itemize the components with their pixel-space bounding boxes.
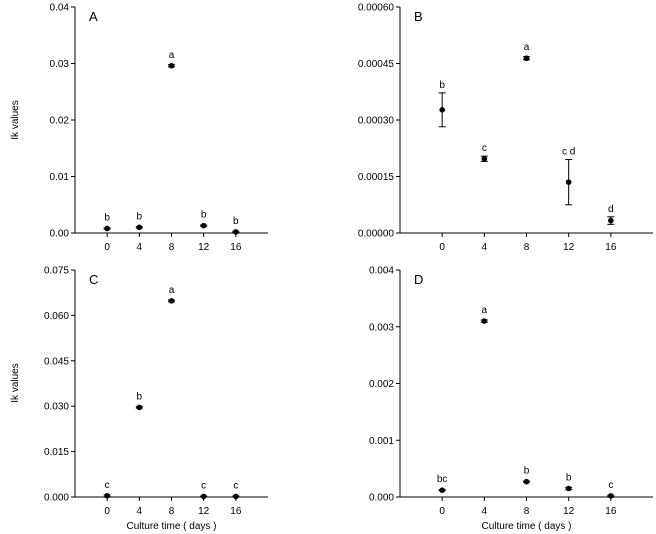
x-tick-label: 12 [563, 506, 575, 517]
y-tick-label: 0.030 [44, 402, 69, 413]
x-tick-label: 0 [104, 506, 110, 517]
significance-letter: c d [562, 147, 575, 158]
data-point [168, 298, 175, 304]
significance-letter: c [482, 143, 487, 154]
data-point [233, 493, 239, 500]
y-tick-label: 0.00060 [358, 3, 395, 14]
significance-letter: d [608, 204, 614, 215]
x-tick-label: 4 [137, 506, 143, 517]
data-point [200, 493, 207, 500]
y-tick-label: 0.003 [369, 322, 394, 333]
significance-letter: c [608, 480, 613, 491]
data-point [136, 224, 143, 231]
significance-letter: bc [437, 474, 448, 485]
significance-letter: c [105, 480, 110, 491]
y-tick-label: 0.00030 [358, 116, 395, 127]
significance-letter: b [233, 216, 239, 227]
x-tick-label: 0 [439, 506, 445, 517]
x-tick-label: 4 [137, 242, 143, 253]
significance-letter: a [169, 285, 175, 296]
significance-letter: b [137, 211, 143, 222]
significance-letter: b [439, 80, 445, 91]
significance-letter: c [233, 480, 238, 491]
data-point [136, 404, 143, 411]
y-tick-label: 0.00045 [358, 59, 395, 70]
x-tick-label: 4 [482, 506, 488, 517]
y-tick-label: 0.045 [44, 356, 69, 367]
data-point [481, 318, 488, 324]
data-point [608, 217, 614, 224]
y-tick-label: 0.000 [369, 493, 394, 504]
data-point [200, 222, 207, 229]
significance-letter: a [524, 42, 530, 53]
panel-letter: B [414, 9, 423, 24]
y-tick-label: 0.00 [50, 229, 70, 240]
x-tick-label: 16 [605, 242, 617, 253]
significance-letter: b [201, 210, 207, 221]
x-axis-title: Culture time ( days ) [126, 521, 216, 532]
y-tick-label: 0.002 [369, 379, 394, 390]
significance-letter: b [524, 466, 530, 477]
data-point [439, 107, 445, 113]
x-tick-label: 12 [198, 242, 210, 253]
y-axis-title: Ik values [10, 363, 21, 402]
data-point [439, 487, 445, 493]
significance-letter: a [169, 50, 175, 61]
x-tick-label: 8 [524, 242, 530, 253]
panel-letter: A [89, 9, 98, 24]
panel-d: D 0.000 0.001 0.002 0.003 0.004 0 4 8 12 16 Culture… [369, 266, 653, 532]
data-point [565, 485, 572, 492]
data-point [168, 62, 175, 69]
x-tick-label: 16 [605, 506, 617, 517]
y-axis-title: Ik values [10, 100, 21, 139]
y-tick-label: 0.001 [369, 436, 394, 447]
significance-letter: a [482, 305, 488, 316]
x-tick-label: 16 [230, 506, 242, 517]
data-point [523, 55, 530, 62]
panel-c: C 0.000 0.015 0.030 0.045 0.060 0.075 0 4 8 12 16 Ik… [10, 266, 268, 532]
data-point [523, 478, 530, 485]
y-tick-label: 0.00015 [358, 172, 395, 183]
x-tick-label: 8 [169, 506, 175, 517]
significance-letter: b [137, 391, 143, 402]
y-tick-label: 0.04 [50, 3, 70, 14]
significance-letter: c [201, 480, 206, 491]
data-point [104, 225, 110, 232]
data-point [233, 229, 239, 235]
significance-letter: b [104, 212, 110, 223]
panel-letter: D [414, 272, 423, 287]
y-tick-label: 0.060 [44, 311, 69, 322]
x-tick-label: 8 [169, 242, 175, 253]
x-tick-label: 16 [230, 242, 242, 253]
data-point [608, 493, 614, 499]
x-axis-title: Culture time ( days ) [481, 521, 571, 532]
y-tick-label: 0.015 [44, 447, 69, 458]
data-point [565, 179, 572, 185]
y-tick-label: 0.075 [44, 266, 69, 277]
y-tick-label: 0.03 [50, 59, 70, 70]
panel-letter: C [89, 272, 98, 287]
x-tick-label: 12 [198, 506, 210, 517]
y-tick-label: 0.000 [44, 493, 69, 504]
x-tick-label: 12 [563, 242, 575, 253]
x-tick-label: 0 [439, 242, 445, 253]
x-tick-label: 8 [524, 506, 530, 517]
panel-b: B 0.00000 0.00015 0.00030 0.00045 0.00060 0 4 8 1… [358, 3, 653, 253]
data-point [481, 155, 488, 162]
data-point [104, 492, 110, 499]
y-tick-label: 0.00000 [358, 229, 395, 240]
significance-letter: b [566, 472, 572, 483]
panel-a: A 0.00 0.01 0.02 0.03 0.04 0 4 8 12 16 Ik values b b a… [10, 3, 268, 253]
x-tick-label: 4 [482, 242, 488, 253]
y-tick-label: 0.004 [369, 266, 394, 277]
y-tick-label: 0.01 [50, 172, 70, 183]
y-tick-label: 0.02 [50, 116, 70, 127]
x-tick-label: 0 [104, 242, 110, 253]
